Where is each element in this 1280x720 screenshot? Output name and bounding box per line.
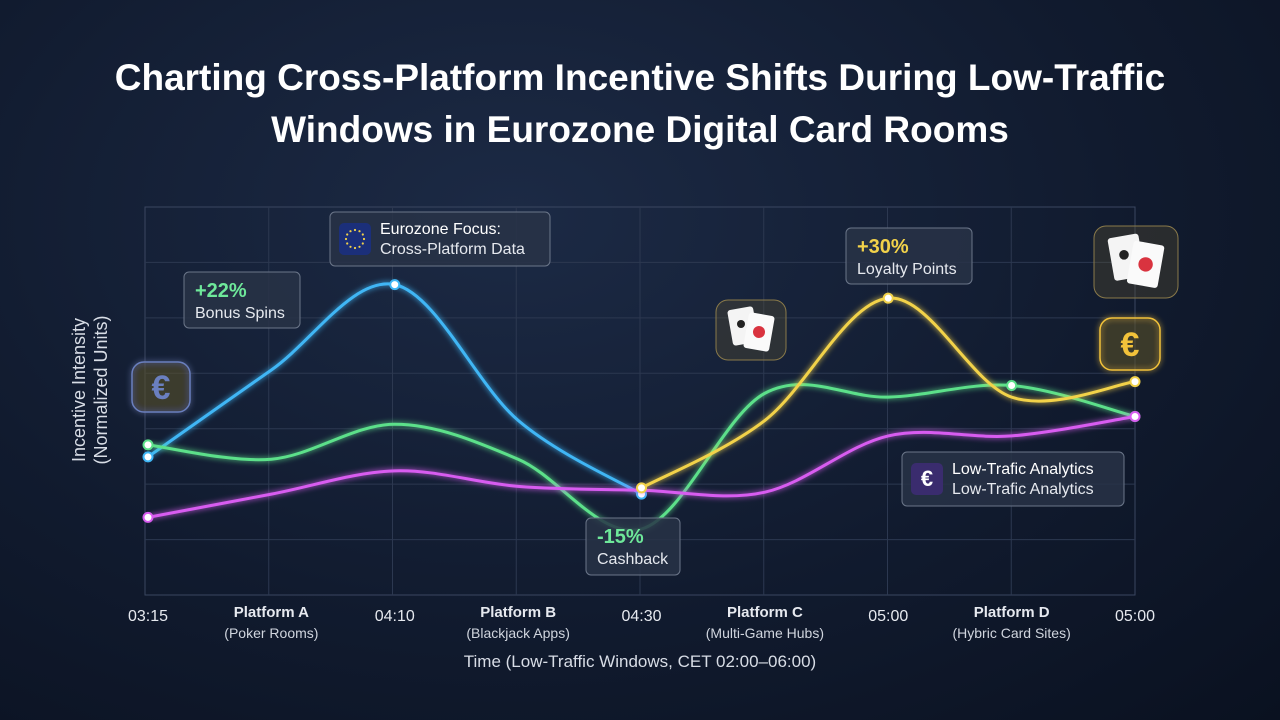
series-line xyxy=(147,415,1136,519)
annotation-label: Cashback xyxy=(597,551,669,568)
series-line xyxy=(147,383,1136,532)
annotation-box xyxy=(845,227,973,285)
flag-star xyxy=(346,233,349,236)
annotation-icon xyxy=(339,223,371,255)
annotation-icon xyxy=(911,463,943,495)
flag-star xyxy=(358,230,361,233)
annotation-box xyxy=(901,451,1125,507)
icon-badge xyxy=(715,299,787,361)
annotation-value: +30% xyxy=(857,236,909,258)
annotation-value: +22% xyxy=(195,280,247,302)
annotation-label: Low-Trafic Analytics xyxy=(952,481,1094,498)
point xyxy=(389,279,401,291)
annotation-label: Bonus Spins xyxy=(195,305,285,322)
annotation-box xyxy=(329,211,551,267)
card xyxy=(1126,240,1165,288)
x-tick-sublabel: (Multi-Game Hubs) xyxy=(706,625,824,641)
flag-star xyxy=(349,245,352,248)
series-line xyxy=(640,296,1136,490)
card-suit xyxy=(1138,257,1153,272)
plot-frame xyxy=(144,206,1136,596)
x-tick-label: Platform A xyxy=(234,604,309,621)
icon-badge xyxy=(1093,225,1179,299)
card xyxy=(1107,233,1146,281)
flag-star xyxy=(361,242,364,245)
flag-star xyxy=(353,246,357,250)
x-tick-label: Platform B xyxy=(480,604,556,621)
point xyxy=(636,488,647,500)
x-tick-label: Platform D xyxy=(974,604,1050,621)
flag-star xyxy=(349,230,352,233)
annotation-box xyxy=(585,517,681,576)
point xyxy=(1129,376,1141,388)
series-line xyxy=(147,282,643,496)
annotation-label: Cross-Platform Data xyxy=(380,241,525,258)
point xyxy=(636,482,647,494)
x-tick-label: 05:00 xyxy=(868,608,908,625)
annotation-label: Loyalty Points xyxy=(857,261,957,278)
point xyxy=(142,439,154,451)
chart-title: Charting Cross-Platform Incentive Shifts… xyxy=(114,57,1166,150)
icon-badge xyxy=(131,361,191,413)
icon-text: € xyxy=(152,369,171,407)
point xyxy=(142,451,154,463)
flag-star xyxy=(362,237,366,241)
card-suit xyxy=(753,326,765,338)
point xyxy=(1129,411,1141,423)
flag-star xyxy=(344,237,348,241)
point xyxy=(1006,379,1018,391)
point xyxy=(882,292,894,304)
flag-star xyxy=(358,245,361,248)
card xyxy=(743,312,775,352)
annotation-value: Eurozone Focus: xyxy=(380,221,501,238)
annotation-box xyxy=(183,271,301,329)
card-suit xyxy=(1119,250,1129,260)
annotation-value: Low-Trafic Analytics xyxy=(952,461,1094,478)
flag-star xyxy=(361,233,364,236)
flag-star xyxy=(353,228,357,232)
card-suit xyxy=(737,320,745,328)
point xyxy=(142,511,154,523)
x-tick-label: 04:10 xyxy=(375,608,415,625)
x-tick-label: 05:00 xyxy=(1115,608,1155,625)
x-tick-sublabel: (Poker Rooms) xyxy=(224,625,318,641)
flag-star xyxy=(346,242,349,245)
x-tick-label: Platform C xyxy=(727,604,803,621)
x-axis-label: Time (Low-Traffic Windows, CET 02:00–06:… xyxy=(464,652,816,671)
icon-text: € xyxy=(1121,326,1140,364)
card xyxy=(727,306,759,346)
x-tick-sublabel: (Hybric Card Sites) xyxy=(953,625,1071,641)
annotation-icon-text: € xyxy=(921,466,933,491)
point xyxy=(1129,411,1141,423)
y-axis-label: Incentive Intensity (Normalized Units) xyxy=(69,315,111,465)
icon-badge xyxy=(1099,317,1161,371)
x-tick-sublabel: (Blackjack Apps) xyxy=(466,625,569,641)
x-tick-label: 04:30 xyxy=(621,608,661,625)
x-tick-label: 03:15 xyxy=(128,608,168,625)
annotation-value: -15% xyxy=(597,526,644,548)
